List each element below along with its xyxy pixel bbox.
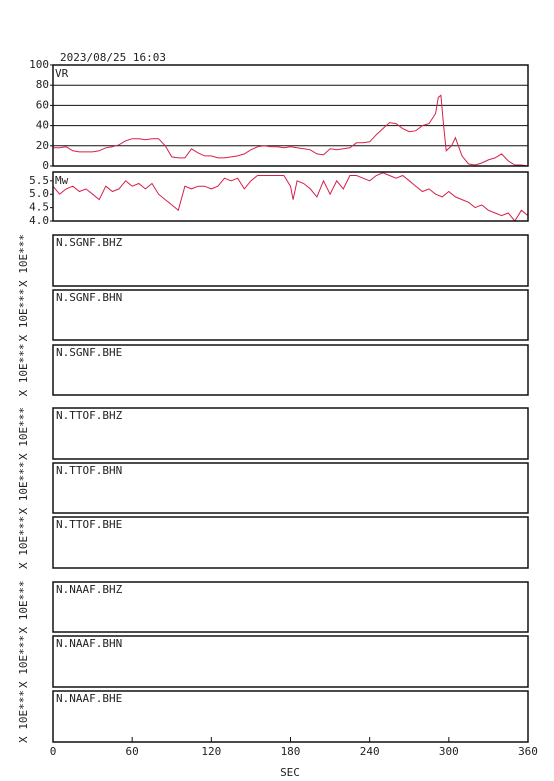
panel-frame [52, 64, 529, 167]
station-panel [52, 516, 529, 569]
station-y-label: X 10E*** [17, 289, 30, 342]
station-panel [52, 234, 529, 287]
station-label: N.NAAF.BHZ [56, 583, 123, 596]
panel-frame [52, 171, 529, 222]
panel-label: VR [55, 67, 69, 80]
y-tick-label: 60 [36, 98, 49, 111]
station-y-label: X 10E*** [17, 516, 30, 569]
station-panel [52, 690, 529, 743]
y-tick-label: 5.0 [29, 187, 49, 200]
station-label: N.SGNF.BHN [56, 291, 122, 304]
y-tick-label: 40 [36, 119, 49, 132]
station-y-label: X 10E*** [17, 462, 30, 515]
x-tick-label: 360 [518, 745, 538, 758]
data-line [53, 94, 529, 167]
panel-label: Mw [55, 174, 69, 187]
x-tick-label: 120 [201, 745, 221, 758]
x-tick-label: 300 [439, 745, 459, 758]
y-tick-label: 0 [42, 159, 49, 172]
station-panel [52, 462, 529, 514]
station-label: N.TTOF.BHE [56, 518, 122, 531]
station-panel [52, 344, 529, 396]
chart-title: 2023/08/25 16:03 [60, 51, 166, 64]
y-tick-label: 4.0 [29, 214, 49, 227]
station-y-label: X 10E*** [17, 581, 30, 634]
x-tick-label: 240 [360, 745, 380, 758]
station-panel [52, 635, 529, 688]
station-panel [52, 581, 529, 633]
station-label: N.SGNF.BHZ [56, 236, 123, 249]
y-tick-label: 20 [36, 139, 49, 152]
station-label: N.TTOF.BHZ [56, 409, 123, 422]
station-label: N.TTOF.BHN [56, 464, 122, 477]
station-panel [52, 289, 529, 341]
station-y-label: X 10E*** [17, 690, 30, 743]
y-tick-label: 4.5 [29, 201, 49, 214]
station-y-label: X 10E*** [17, 344, 30, 397]
y-tick-label: 100 [29, 58, 49, 71]
station-y-label: X 10E*** [17, 234, 30, 287]
station-y-label: X 10E*** [17, 635, 30, 688]
station-y-label: X 10E*** [17, 407, 30, 460]
y-tick-label: 80 [36, 78, 49, 91]
station-label: N.SGNF.BHE [56, 346, 122, 359]
x-tick-label: 0 [50, 745, 57, 758]
x-tick-label: 180 [281, 745, 301, 758]
y-tick-label: 5.5 [29, 174, 49, 187]
station-label: N.NAAF.BHN [56, 637, 122, 650]
x-axis-label: SEC [280, 766, 300, 779]
data-line [52, 172, 529, 222]
x-tick-label: 60 [126, 745, 139, 758]
station-panel [52, 407, 529, 460]
station-label: N.NAAF.BHE [56, 692, 122, 705]
